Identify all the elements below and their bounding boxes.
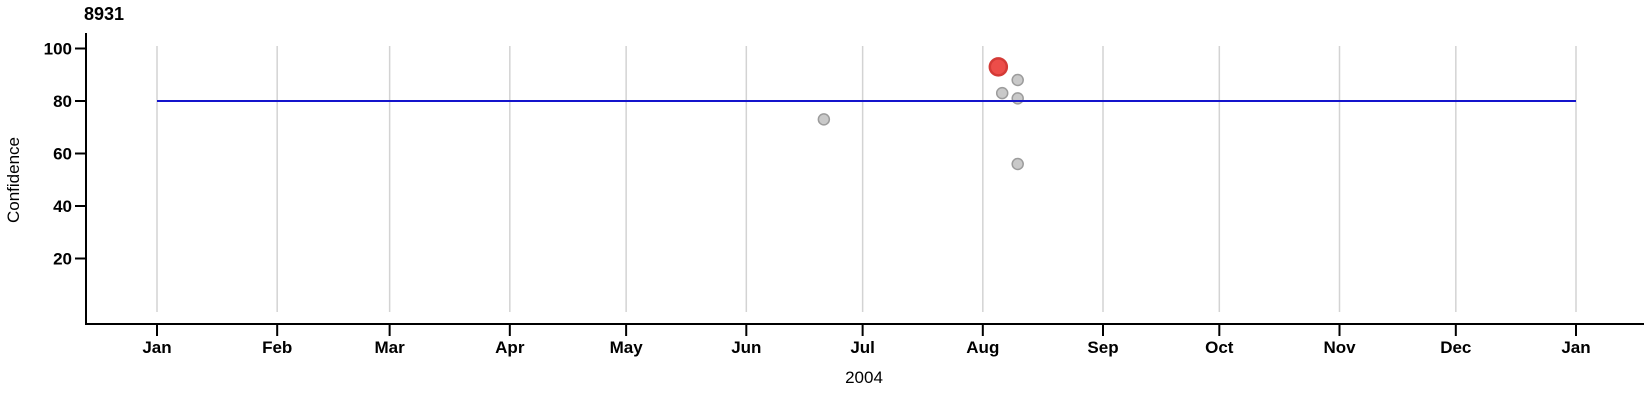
chart-title: 8931 — [84, 4, 125, 24]
x-tick-label: Jan — [1561, 338, 1590, 357]
x-tick-label: Sep — [1087, 338, 1118, 357]
data-point[interactable] — [995, 86, 1009, 100]
y-tick-label: 40 — [53, 197, 72, 216]
data-point[interactable] — [1011, 92, 1024, 105]
x-tick-label: May — [610, 338, 644, 357]
y-tick-label: 100 — [44, 40, 72, 59]
y-tick-label: 20 — [53, 250, 72, 269]
x-tick-label: Jul — [850, 338, 875, 357]
x-tick-label: Dec — [1440, 338, 1471, 357]
data-point[interactable] — [817, 113, 831, 126]
x-tick-label: Nov — [1323, 338, 1356, 357]
x-tick-label: Mar — [375, 338, 406, 357]
y-tick-label: 80 — [53, 92, 72, 111]
x-tick-label: Apr — [495, 338, 525, 357]
x-tick-label: Aug — [966, 338, 999, 357]
x-tick-label: Jan — [142, 338, 171, 357]
y-tick-label: 60 — [53, 145, 72, 164]
data-point[interactable] — [1011, 157, 1024, 171]
data-point[interactable] — [1011, 73, 1024, 87]
highlighted-data-point[interactable] — [988, 57, 1009, 77]
x-tick-label: Oct — [1205, 338, 1234, 357]
x-axis-year-label: 2004 — [845, 368, 883, 387]
x-tick-label: Feb — [262, 338, 292, 357]
x-tick-label: Jun — [731, 338, 761, 357]
